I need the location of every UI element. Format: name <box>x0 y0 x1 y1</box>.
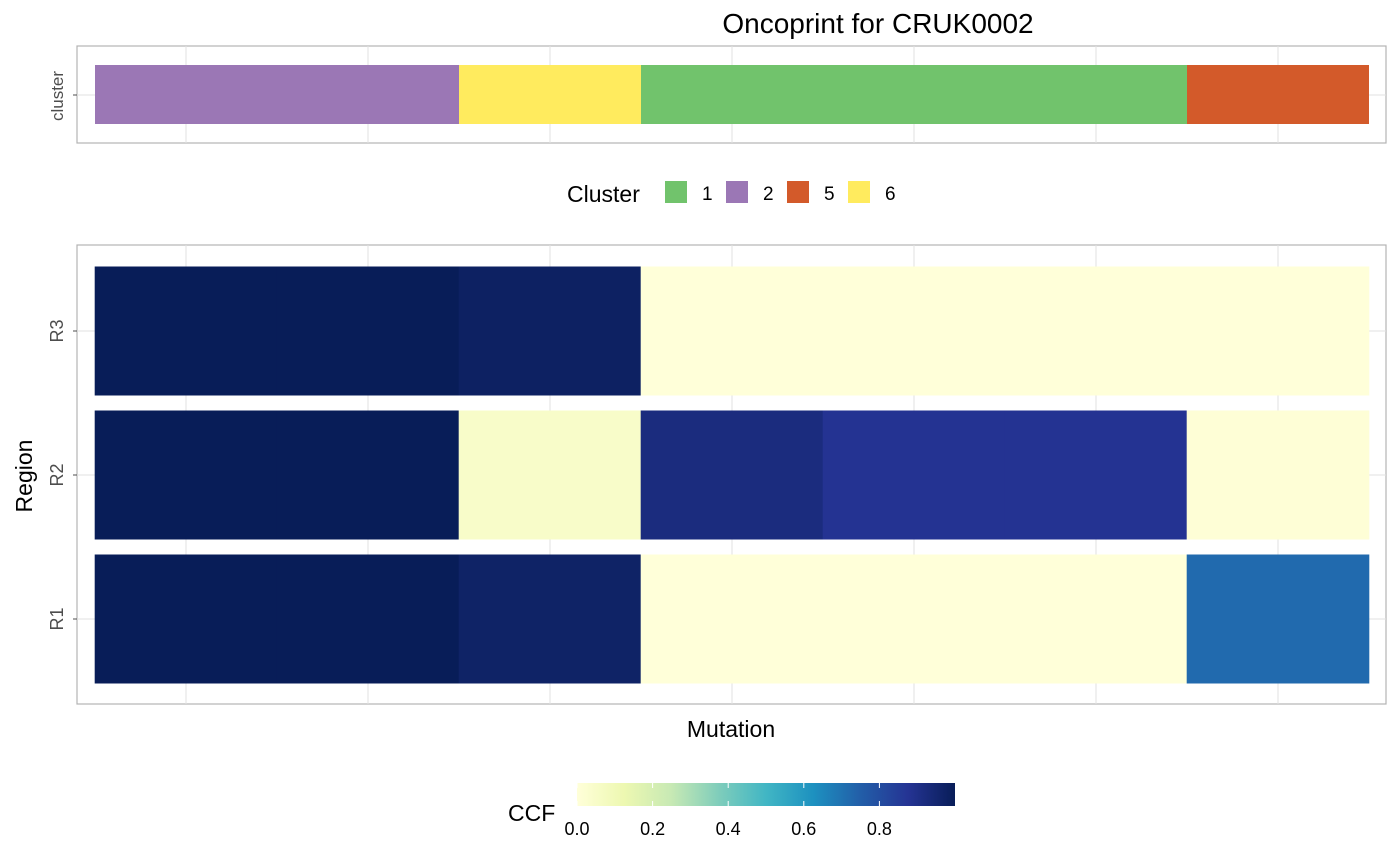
ccf-cell-R2-3 <box>458 410 642 540</box>
cluster-legend-label-1: 1 <box>702 184 713 205</box>
y-tick-label-R3: R3 <box>47 319 67 342</box>
cluster-bar-1 <box>641 65 1187 124</box>
cluster-legend-key-6 <box>848 181 870 203</box>
cluster-legend-title: Cluster <box>567 181 640 207</box>
ccf-tick-label: 0.0 <box>564 819 589 839</box>
y-axis-title: Region <box>11 440 37 513</box>
chart-title: Oncoprint for CRUK0002 <box>722 8 1033 39</box>
ccf-cell-R2-1 <box>94 410 278 540</box>
ccf-cell-R2-7 <box>1186 410 1370 540</box>
cluster-track-label: cluster <box>48 71 67 121</box>
ccf-cell-R2-4 <box>640 410 824 540</box>
ccf-tick-label: 0.6 <box>791 819 816 839</box>
ccf-cell-R1-1 <box>94 554 278 684</box>
x-axis-title: Mutation <box>687 716 775 742</box>
ccf-cell-R3-6 <box>1004 266 1188 396</box>
ccf-cell-R1-2 <box>276 554 460 684</box>
cluster-bar-6 <box>459 65 641 124</box>
cluster-bar-5 <box>1187 65 1369 124</box>
cluster-annotation-panel <box>73 45 1387 144</box>
cluster-legend-label-5: 5 <box>824 184 835 205</box>
ccf-legend-title: CCF <box>508 800 555 826</box>
ccf-tick-label: 0.2 <box>640 819 665 839</box>
ccf-cell-R1-3 <box>458 554 642 684</box>
cluster-bar-2 <box>95 65 459 124</box>
cluster-legend: Cluster 1 2 5 6 <box>567 181 896 207</box>
ccf-cell-R1-4 <box>640 554 824 684</box>
ccf-colorbar <box>577 783 955 806</box>
ccf-cell-R1-6 <box>1004 554 1188 684</box>
cluster-legend-key-1 <box>665 181 687 203</box>
ccf-tick-label: 0.4 <box>716 819 741 839</box>
ccf-cell-R1-7 <box>1186 554 1370 684</box>
ccf-cell-R2-5 <box>822 410 1006 540</box>
ccf-cell-R3-7 <box>1186 266 1370 396</box>
ccf-legend: CCF 0.0 0.2 0.4 0.6 0.8 <box>508 783 955 839</box>
ccf-cell-R2-6 <box>1004 410 1188 540</box>
y-tick-label-R2: R2 <box>47 463 67 486</box>
ccf-cell-R3-5 <box>822 266 1006 396</box>
ccf-heatmap-panel: R1 R2 R3 <box>47 244 1387 705</box>
cluster-legend-label-2: 2 <box>763 184 774 205</box>
ccf-cell-R3-3 <box>458 266 642 396</box>
ccf-cell-R3-2 <box>276 266 460 396</box>
cluster-legend-key-5 <box>787 181 809 203</box>
ccf-cell-R3-1 <box>94 266 278 396</box>
y-tick-label-R1: R1 <box>47 607 67 630</box>
ccf-cell-R1-5 <box>822 554 1006 684</box>
ccf-cell-R2-2 <box>276 410 460 540</box>
cluster-legend-label-6: 6 <box>885 184 896 205</box>
ccf-tick-label: 0.8 <box>867 819 892 839</box>
ccf-cell-R3-4 <box>640 266 824 396</box>
cluster-legend-key-2 <box>726 181 748 203</box>
